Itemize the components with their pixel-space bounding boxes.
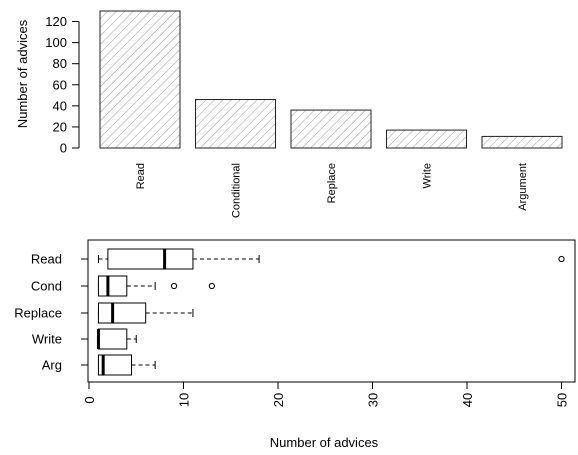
bar-category-label: Read <box>135 163 147 189</box>
bar-category-label: Replace <box>326 163 338 203</box>
bar-category-label: Argument <box>517 163 529 211</box>
bar-y-tick-label: 40 <box>53 98 67 113</box>
bar-y-axis-label: Number of advices <box>15 19 30 128</box>
boxplot-chart: Number of advices 0 10 20 30 40 50 Read Cond Rep… <box>14 239 576 450</box>
bar-y-tick-label: 100 <box>45 35 67 50</box>
boxplot-outlier <box>558 255 565 263</box>
boxplot-x-tick-label: 20 <box>271 393 286 407</box>
boxplot-x-tick-label: 50 <box>555 393 570 407</box>
boxplot-x-tick-label: 40 <box>460 393 475 407</box>
bar <box>481 135 563 149</box>
boxplot-box <box>97 275 128 297</box>
boxplot-x-tick-label: 0 <box>82 396 97 403</box>
bar <box>195 99 276 149</box>
bar-chart: Number of advices 0 20 40 60 80 100 120 Read Con… <box>15 10 563 218</box>
boxplot-x-tick-label: 30 <box>366 393 381 407</box>
boxplot-category-label: Write <box>32 332 62 347</box>
boxplot-category-label: Cond <box>31 279 62 294</box>
boxplot-x-tick-label: 10 <box>177 393 192 407</box>
bar-y-tick-label: 120 <box>45 14 67 29</box>
boxplot-category-label: Replace <box>14 306 62 321</box>
bar-y-tick-label: 0 <box>60 141 67 156</box>
bar-y-tick-label: 80 <box>53 56 67 71</box>
boxplot-box <box>97 302 147 324</box>
boxplot-box <box>107 248 194 270</box>
bar-y-tick-label: 60 <box>53 77 67 92</box>
boxplot-frame <box>87 239 576 383</box>
boxplot-box <box>97 354 133 376</box>
boxplot-box <box>97 328 128 350</box>
boxplot-outlier <box>170 282 178 290</box>
bar <box>386 129 467 149</box>
bar <box>99 10 181 149</box>
bar <box>290 109 372 149</box>
bar-category-label: Conditional <box>231 163 243 218</box>
boxplot-outlier <box>208 282 215 290</box>
boxplot-x-axis-label: Number of advices <box>270 435 379 450</box>
boxplot-category-label: Arg <box>42 358 62 373</box>
bar-category-label: Write <box>422 163 434 188</box>
bar-y-tick-label: 20 <box>53 119 67 134</box>
boxplot-category-label: Read <box>31 252 62 267</box>
